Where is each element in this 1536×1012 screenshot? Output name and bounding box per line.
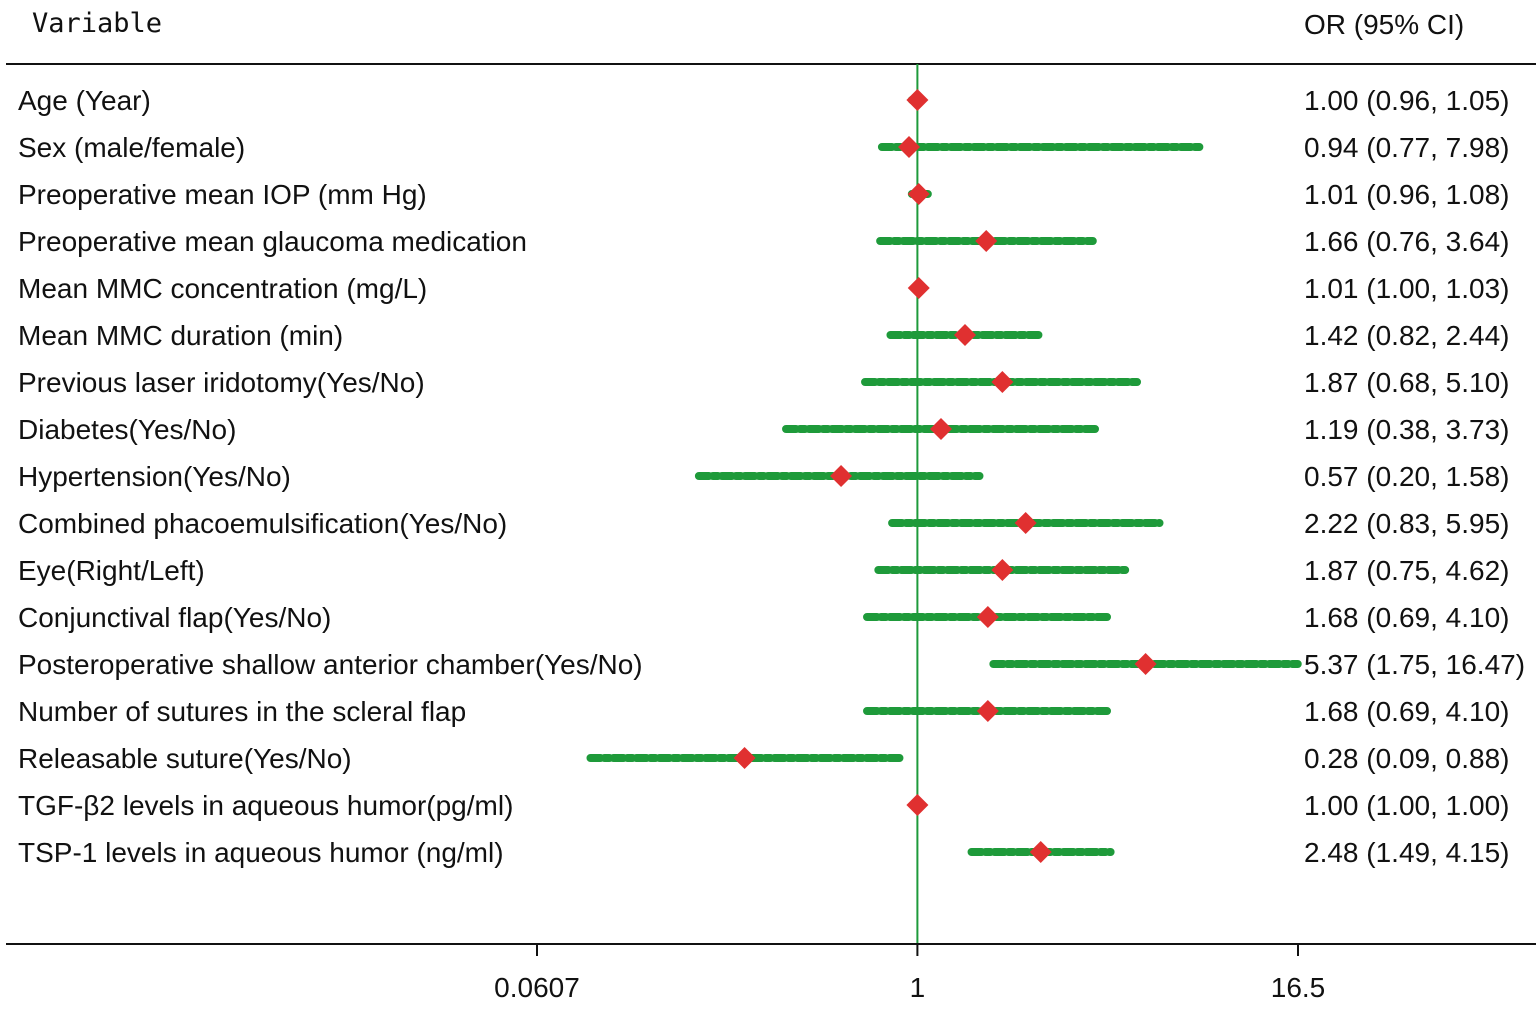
forest-row: Number of sutures in the scleral flap 1.6… — [18, 696, 1509, 727]
or-ci-value: 0.94 (0.77, 7.98) — [1304, 132, 1509, 163]
variable-label: Number of sutures in the scleral flap — [18, 696, 466, 727]
forest-row: Combined phacoemulsification(Yes/No) 2.22… — [18, 508, 1509, 539]
x-tick-label: 0.0607 — [494, 972, 580, 1003]
variable-label: TGF-β2 levels in aqueous humor(pg/ml) — [18, 790, 513, 821]
forest-row: Hypertension(Yes/No) 0.57 (0.20, 1.58) — [18, 461, 1509, 492]
or-point-marker — [907, 183, 930, 205]
or-ci-value: 0.28 (0.09, 0.88) — [1304, 743, 1509, 774]
variable-label: Releasable suture(Yes/No) — [18, 743, 352, 774]
variable-label: Mean MMC concentration (mg/L) — [18, 273, 427, 304]
variable-label: Sex (male/female) — [18, 132, 245, 163]
forest-row: Age (Year) 1.00 (0.96, 1.05) — [18, 85, 1509, 116]
or-ci-value: 1.42 (0.82, 2.44) — [1304, 320, 1509, 351]
variable-label: Diabetes(Yes/No) — [18, 414, 236, 445]
or-point-marker — [830, 465, 853, 487]
or-point-marker — [907, 277, 930, 299]
forest-row: Mean MMC duration (min) 1.42 (0.82, 2.44) — [18, 320, 1509, 351]
forest-row: Mean MMC concentration (mg/L) 1.01 (1.00,… — [18, 273, 1509, 304]
or-ci-value: 1.66 (0.76, 3.64) — [1304, 226, 1509, 257]
or-ci-value: 1.00 (1.00, 1.00) — [1304, 790, 1509, 821]
variable-label: Mean MMC duration (min) — [18, 320, 343, 351]
forest-row: Releasable suture(Yes/No) 0.28 (0.09, 0.8… — [18, 743, 1509, 774]
or-point-marker — [930, 418, 953, 440]
variable-label: Hypertension(Yes/No) — [18, 461, 291, 492]
or-point-marker — [975, 230, 998, 252]
variable-label: Conjunctival flap(Yes/No) — [18, 602, 331, 633]
forest-rows: Age (Year) 1.00 (0.96, 1.05) Sex (male/fem… — [18, 85, 1525, 868]
variable-label: TSP-1 levels in aqueous humor (ng/ml) — [18, 837, 504, 868]
or-point-marker — [1014, 512, 1037, 534]
or-ci-value: 0.57 (0.20, 1.58) — [1304, 461, 1509, 492]
or-ci-value: 1.87 (0.68, 5.10) — [1304, 367, 1509, 398]
variable-header: Variable — [32, 8, 162, 39]
forest-row: Previous laser iridotomy(Yes/No) 1.87 (0.… — [18, 367, 1509, 398]
forest-row: TSP-1 levels in aqueous humor (ng/ml) 2.4… — [18, 837, 1509, 868]
or-point-marker — [733, 747, 756, 769]
variable-label: Posteroperative shallow anterior chamber… — [18, 649, 643, 680]
forest-row: Preoperative mean glaucoma medication 1.6… — [18, 226, 1509, 257]
or-ci-value: 1.68 (0.69, 4.10) — [1304, 696, 1509, 727]
variable-label: Preoperative mean glaucoma medication — [18, 226, 527, 257]
x-tick-label: 16.5 — [1271, 972, 1326, 1003]
or-point-marker — [906, 794, 929, 816]
or-point-marker — [991, 559, 1014, 581]
x-axis-ticks: 0.0607 1 16.5 — [494, 944, 1325, 1003]
forest-row: TGF-β2 levels in aqueous humor(pg/ml) 1.0… — [18, 790, 1509, 821]
forest-row: Conjunctival flap(Yes/No) 1.68 (0.69, 4.1… — [18, 602, 1509, 633]
or-point-marker — [1029, 841, 1052, 863]
or-point-marker — [976, 700, 999, 722]
or-ci-value: 1.87 (0.75, 4.62) — [1304, 555, 1509, 586]
or-ci-header: OR (95% CI) — [1304, 9, 1464, 40]
or-point-marker — [991, 371, 1014, 393]
or-point-marker — [1134, 653, 1157, 675]
or-ci-value: 1.68 (0.69, 4.10) — [1304, 602, 1509, 633]
variable-label: Preoperative mean IOP (mm Hg) — [18, 179, 427, 210]
or-ci-value: 1.01 (0.96, 1.08) — [1304, 179, 1509, 210]
variable-label: Previous laser iridotomy(Yes/No) — [18, 367, 425, 398]
variable-label: Combined phacoemulsification(Yes/No) — [18, 508, 507, 539]
forest-row: Posteroperative shallow anterior chamber… — [18, 649, 1525, 680]
variable-label: Age (Year) — [18, 85, 151, 116]
or-ci-value: 1.19 (0.38, 3.73) — [1304, 414, 1509, 445]
forest-row: Eye(Right/Left) 1.87 (0.75, 4.62) — [18, 555, 1509, 586]
or-ci-value: 5.37 (1.75, 16.47) — [1304, 649, 1525, 680]
x-tick-label: 1 — [910, 972, 926, 1003]
or-ci-value: 2.48 (1.49, 4.15) — [1304, 837, 1509, 868]
forest-row: Sex (male/female) 0.94 (0.77, 7.98) — [18, 132, 1509, 163]
or-point-marker — [954, 324, 977, 346]
or-point-marker — [906, 89, 929, 111]
variable-label: Eye(Right/Left) — [18, 555, 205, 586]
or-ci-value: 1.01 (1.00, 1.03) — [1304, 273, 1509, 304]
or-ci-value: 1.00 (0.96, 1.05) — [1304, 85, 1509, 116]
or-point-marker — [976, 606, 999, 628]
or-ci-value: 2.22 (0.83, 5.95) — [1304, 508, 1509, 539]
forest-row: Diabetes(Yes/No) 1.19 (0.38, 3.73) — [18, 414, 1509, 445]
forest-row: Preoperative mean IOP (mm Hg) 1.01 (0.96,… — [18, 179, 1509, 210]
or-point-marker — [897, 136, 920, 158]
